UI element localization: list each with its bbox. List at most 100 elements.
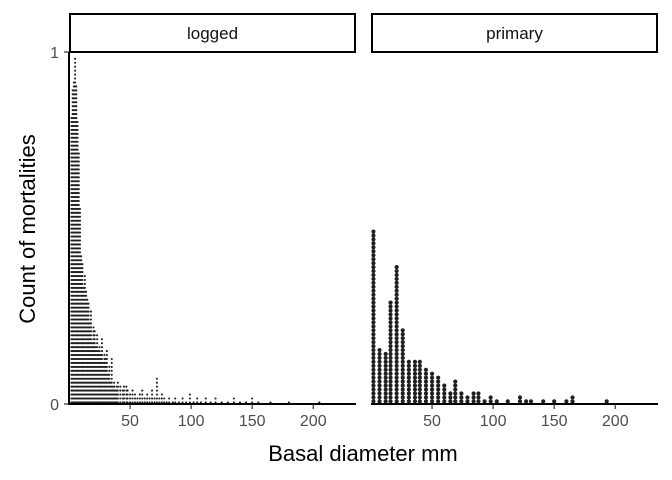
dot <box>400 363 405 368</box>
dot <box>394 272 399 278</box>
dot <box>494 399 499 404</box>
dot <box>78 251 82 254</box>
dot <box>412 371 418 376</box>
dot <box>412 387 418 392</box>
dot <box>394 347 399 353</box>
dot <box>394 288 399 293</box>
dot <box>417 383 422 388</box>
dot <box>76 132 79 135</box>
dot <box>429 399 435 404</box>
dot <box>412 383 418 388</box>
dot <box>155 393 158 396</box>
dot <box>83 278 86 282</box>
dot <box>81 271 84 274</box>
strip-box-primary <box>371 13 658 53</box>
dot <box>77 199 80 203</box>
dot <box>383 351 388 357</box>
dot <box>74 73 77 76</box>
dot <box>400 383 405 388</box>
dot <box>448 399 453 404</box>
dot <box>196 401 199 404</box>
dot <box>75 101 78 104</box>
dot <box>371 332 376 337</box>
dot <box>100 350 104 353</box>
dot <box>80 259 83 262</box>
dot <box>476 391 481 396</box>
dot <box>143 397 146 400</box>
dot <box>188 401 191 404</box>
dot <box>412 367 418 372</box>
dot <box>453 387 458 392</box>
dot <box>570 399 575 404</box>
dot <box>138 397 141 400</box>
dot <box>110 373 113 376</box>
dot <box>406 363 411 368</box>
dot <box>388 395 393 400</box>
dot <box>214 401 217 404</box>
dot <box>394 324 399 329</box>
dot <box>371 284 376 289</box>
dot <box>388 328 393 333</box>
y-tick-label-0: 0 <box>50 397 59 414</box>
dot <box>371 371 376 376</box>
dot <box>383 367 388 372</box>
dot <box>394 300 399 305</box>
dot <box>98 346 101 349</box>
dot <box>181 397 184 400</box>
dot <box>394 304 399 309</box>
dot <box>524 399 529 404</box>
dot <box>78 243 82 246</box>
strip-box-logged <box>69 13 356 53</box>
dot <box>89 334 93 337</box>
dot <box>133 397 136 400</box>
dot <box>371 288 376 293</box>
dot <box>388 399 393 404</box>
dot <box>412 379 418 384</box>
dot <box>400 371 405 376</box>
dot <box>371 249 376 254</box>
dot <box>442 383 447 388</box>
dot <box>377 367 382 372</box>
dot <box>371 300 376 305</box>
dot <box>394 363 399 368</box>
dot <box>528 399 534 404</box>
dot <box>377 379 382 384</box>
panels: logged 50 100 150 200 0 1 primary 50 100 150 200 <box>50 13 658 430</box>
dot <box>75 97 78 100</box>
dot <box>185 401 188 404</box>
dot <box>388 332 393 337</box>
dot <box>423 367 429 372</box>
dot <box>119 385 122 388</box>
dot <box>453 399 458 404</box>
dot <box>476 395 481 400</box>
dot <box>412 399 418 404</box>
x-tick-label-primary-150: 150 <box>541 413 568 430</box>
dot <box>383 399 388 404</box>
dot <box>400 344 405 349</box>
dot <box>459 399 464 404</box>
dot <box>429 371 435 376</box>
strip-label-primary: primary <box>486 24 543 43</box>
dot <box>383 391 388 396</box>
dot <box>171 401 174 404</box>
dot <box>371 336 376 341</box>
dot <box>74 81 77 84</box>
dot <box>77 160 80 163</box>
dot <box>126 397 129 400</box>
dot <box>371 268 376 274</box>
dot <box>417 363 422 368</box>
dot <box>436 387 441 392</box>
dot <box>371 296 376 301</box>
dot <box>406 359 411 364</box>
dot <box>505 399 510 404</box>
dot <box>83 275 86 278</box>
dot <box>174 397 177 400</box>
dot <box>394 292 399 297</box>
dot <box>160 397 163 400</box>
dot <box>138 393 141 396</box>
dot <box>429 391 435 396</box>
dot <box>383 387 388 392</box>
dot <box>119 393 122 396</box>
dot <box>436 375 441 380</box>
